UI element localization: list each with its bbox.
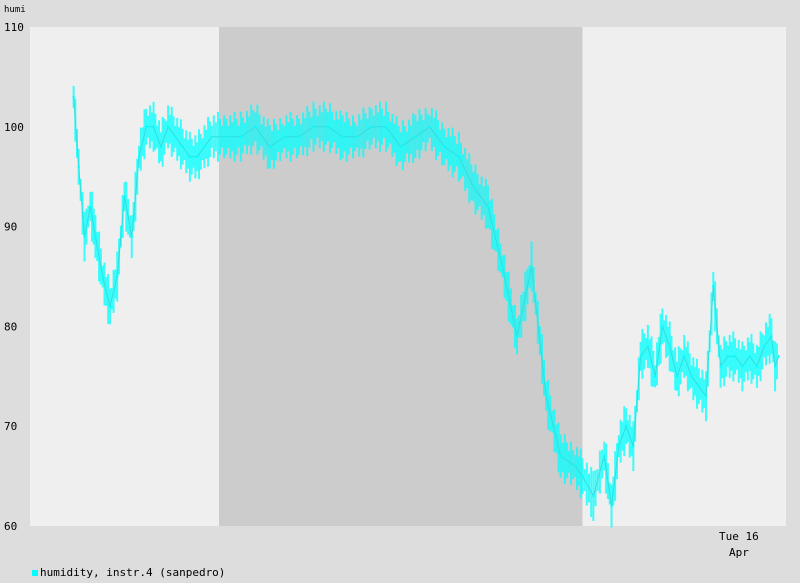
data-point bbox=[283, 135, 286, 138]
data-point bbox=[592, 494, 595, 498]
y-tick-label: 100 bbox=[4, 121, 24, 134]
data-point bbox=[675, 375, 679, 378]
data-point bbox=[297, 135, 301, 138]
data-point bbox=[544, 395, 548, 398]
data-point bbox=[159, 145, 163, 148]
data-point bbox=[116, 275, 119, 278]
series-line bbox=[73, 96, 780, 507]
data-point bbox=[639, 355, 642, 358]
data-point bbox=[755, 365, 759, 368]
data-point bbox=[89, 205, 92, 208]
data-point bbox=[268, 145, 272, 148]
data-point bbox=[166, 125, 170, 128]
y-tick-label: 80 bbox=[4, 320, 17, 333]
data-point bbox=[326, 125, 330, 128]
data-point bbox=[94, 235, 97, 238]
legend-label: humidity, instr.4 (sanpedro) bbox=[40, 566, 226, 579]
y-tick-label: 90 bbox=[4, 221, 17, 234]
data-point bbox=[195, 155, 199, 158]
data-point bbox=[777, 355, 780, 358]
y-axis-label: humi bbox=[4, 5, 26, 15]
data-point bbox=[770, 335, 773, 338]
data-point bbox=[145, 125, 148, 128]
legend: humidity, instr.4 (sanpedro) bbox=[32, 566, 225, 579]
x-tick-label: Tue 16 bbox=[719, 530, 759, 543]
data-point bbox=[355, 135, 359, 138]
legend-swatch bbox=[32, 569, 38, 576]
data-point bbox=[712, 285, 715, 288]
data-point bbox=[384, 125, 388, 128]
data-point bbox=[130, 235, 133, 238]
data-point bbox=[624, 425, 628, 428]
data-point bbox=[661, 325, 664, 328]
data-point bbox=[530, 265, 533, 268]
y-tick-label: 110 bbox=[4, 21, 24, 34]
data-point bbox=[733, 355, 737, 358]
x-axis-ticks: Tue 16 Apr bbox=[719, 530, 759, 559]
data-point bbox=[773, 365, 777, 368]
data-point bbox=[152, 125, 155, 128]
data-point bbox=[501, 265, 504, 268]
data-point bbox=[414, 135, 417, 138]
data-point bbox=[719, 365, 722, 368]
data-point bbox=[72, 95, 75, 99]
data-point bbox=[472, 185, 475, 188]
data-point bbox=[610, 504, 613, 508]
data-point bbox=[123, 195, 126, 198]
data-point bbox=[254, 125, 257, 128]
data-point bbox=[653, 375, 657, 378]
data-point bbox=[225, 135, 228, 138]
data-point bbox=[668, 345, 671, 348]
data-point bbox=[370, 125, 373, 128]
data-point bbox=[239, 135, 243, 138]
data-point bbox=[312, 125, 315, 128]
data-point bbox=[603, 454, 606, 458]
data-point bbox=[210, 135, 213, 138]
x-tick-label-sub: Apr bbox=[729, 546, 749, 559]
data-point bbox=[690, 375, 693, 378]
data-point bbox=[203, 145, 206, 148]
data-point bbox=[559, 454, 562, 458]
y-tick-label: 70 bbox=[4, 420, 17, 433]
data-point bbox=[137, 155, 141, 158]
data-point bbox=[726, 355, 730, 358]
series-layer bbox=[72, 85, 780, 528]
night-band bbox=[219, 27, 583, 526]
data-point bbox=[486, 205, 490, 208]
data-point bbox=[428, 125, 432, 128]
data-point bbox=[617, 444, 621, 448]
y-tick-label: 60 bbox=[4, 520, 17, 533]
data-point bbox=[573, 464, 577, 468]
data-point bbox=[748, 355, 751, 358]
data-point bbox=[515, 335, 519, 338]
data-point bbox=[741, 365, 744, 368]
data-point bbox=[83, 235, 86, 238]
y-axis-ticks: 110 100 90 80 70 60 bbox=[4, 21, 24, 533]
data-point bbox=[683, 355, 686, 358]
data-point bbox=[697, 385, 700, 388]
data-point bbox=[443, 145, 446, 148]
data-point bbox=[77, 165, 80, 168]
data-point bbox=[646, 345, 650, 348]
data-point bbox=[108, 305, 112, 308]
data-point bbox=[704, 395, 708, 398]
data-point bbox=[174, 135, 177, 138]
data-point bbox=[632, 444, 635, 448]
data-point bbox=[341, 135, 344, 138]
data-point bbox=[581, 474, 584, 478]
data-point bbox=[101, 275, 104, 278]
data-point bbox=[762, 345, 766, 348]
data-point bbox=[181, 145, 184, 148]
data-point bbox=[188, 155, 192, 158]
data-point bbox=[399, 145, 402, 148]
data-point bbox=[457, 155, 461, 158]
